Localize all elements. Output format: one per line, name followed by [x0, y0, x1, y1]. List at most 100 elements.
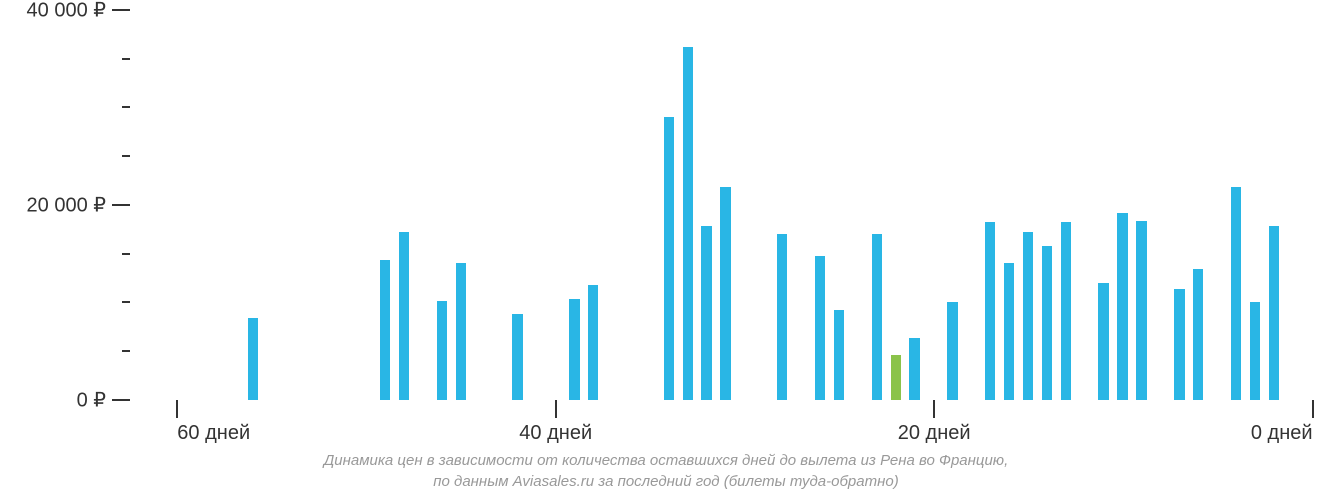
price-bar [1098, 283, 1108, 400]
y-tick-minor [122, 106, 130, 108]
price-bar [1136, 221, 1146, 401]
x-axis-label: 20 дней [898, 422, 971, 445]
bar-slot [754, 0, 773, 400]
price-bar [380, 260, 390, 400]
price-bar [1061, 222, 1071, 400]
bar-slot [338, 0, 357, 400]
bar-slot [905, 0, 924, 400]
bar-slot [830, 0, 849, 400]
bar-slot [546, 0, 565, 400]
price-bar [834, 310, 844, 400]
price-bar [1269, 226, 1279, 400]
y-axis-label: 20 000 ₽ [27, 192, 106, 217]
bar-slot [981, 0, 1000, 400]
price-bar [683, 47, 693, 400]
caption-line2: по данным Aviasales.ru за последний год … [433, 473, 898, 490]
bar-slot [357, 0, 376, 400]
bar-slot [1208, 0, 1227, 400]
x-axis-label: 40 дней [519, 422, 592, 445]
bar-slot [451, 0, 470, 400]
price-bar [1193, 269, 1203, 400]
bar-slot [1189, 0, 1208, 400]
price-bar [399, 232, 409, 400]
x-tick [176, 400, 178, 418]
y-tick-minor [122, 155, 130, 157]
y-tick-minor [122, 253, 130, 255]
caption-line1: Динамика цен в зависимости от количества… [324, 452, 1009, 469]
bar-slot [811, 0, 830, 400]
price-chart: 0 ₽20 000 ₽40 000 ₽ 60 дней40 дней20 дне… [0, 0, 1332, 502]
bar-slot [470, 0, 489, 400]
bar-slot [262, 0, 281, 400]
plot-area [130, 0, 1322, 400]
bar-slot [243, 0, 262, 400]
price-bar [701, 226, 711, 400]
bar-slot [281, 0, 300, 400]
chart-caption: Динамика цен в зависимости от количества… [0, 450, 1332, 492]
price-bar [777, 234, 787, 400]
bar-slot [1227, 0, 1246, 400]
bar-slot [414, 0, 433, 400]
bar-slot [622, 0, 641, 400]
bar-slot [924, 0, 943, 400]
bar-slot [640, 0, 659, 400]
bar-slot [1264, 0, 1283, 400]
price-bar [456, 263, 466, 400]
x-tick [933, 400, 935, 418]
bar-slot [867, 0, 886, 400]
x-tick [1312, 400, 1314, 418]
price-bar [1117, 213, 1127, 400]
bar-slot [225, 0, 244, 400]
bar-slot [1000, 0, 1019, 400]
price-bar [1042, 246, 1052, 400]
price-bar [891, 355, 901, 400]
bar-slot [508, 0, 527, 400]
bar-slot [300, 0, 319, 400]
bar-slot [773, 0, 792, 400]
bar-slot [603, 0, 622, 400]
price-bar [512, 314, 522, 400]
bar-slot [1245, 0, 1264, 400]
y-tick-minor [122, 350, 130, 352]
price-bar [985, 222, 995, 400]
bar-slot [716, 0, 735, 400]
price-bar [872, 234, 882, 400]
bar-slot [1132, 0, 1151, 400]
bar-slot [1038, 0, 1057, 400]
bar-slot [1019, 0, 1038, 400]
bar-slot [168, 0, 187, 400]
bar-slot [584, 0, 603, 400]
price-bar [437, 301, 447, 401]
bar-slot [848, 0, 867, 400]
bar-slot [149, 0, 168, 400]
price-bar [720, 187, 730, 400]
x-axis: 60 дней 40 дней 20 дней 0 дней [130, 400, 1322, 450]
bar-slot [1094, 0, 1113, 400]
bar-slot [735, 0, 754, 400]
bar-slot [376, 0, 395, 400]
bar-slot [1075, 0, 1094, 400]
bar-slot [187, 0, 206, 400]
x-axis-label: 0 дней [1251, 422, 1313, 445]
y-tick-minor [122, 58, 130, 60]
bar-slot [433, 0, 452, 400]
bar-slot [886, 0, 905, 400]
price-bar [1023, 232, 1033, 400]
bar-slot [792, 0, 811, 400]
x-axis-label: 60 дней [177, 422, 250, 445]
price-bar [588, 285, 598, 400]
bar-slot [489, 0, 508, 400]
bar-slot [1283, 0, 1302, 400]
price-bar [1174, 289, 1184, 400]
bar-slot [130, 0, 149, 400]
bar-slot [678, 0, 697, 400]
bar-slot [395, 0, 414, 400]
bar-slot [1170, 0, 1189, 400]
bar-slot [1056, 0, 1075, 400]
price-bar [248, 318, 258, 400]
y-axis-label: 40 000 ₽ [27, 0, 106, 22]
y-tick-major [112, 9, 130, 11]
price-bar [569, 299, 579, 400]
bar-slot [1151, 0, 1170, 400]
bar-slot [659, 0, 678, 400]
